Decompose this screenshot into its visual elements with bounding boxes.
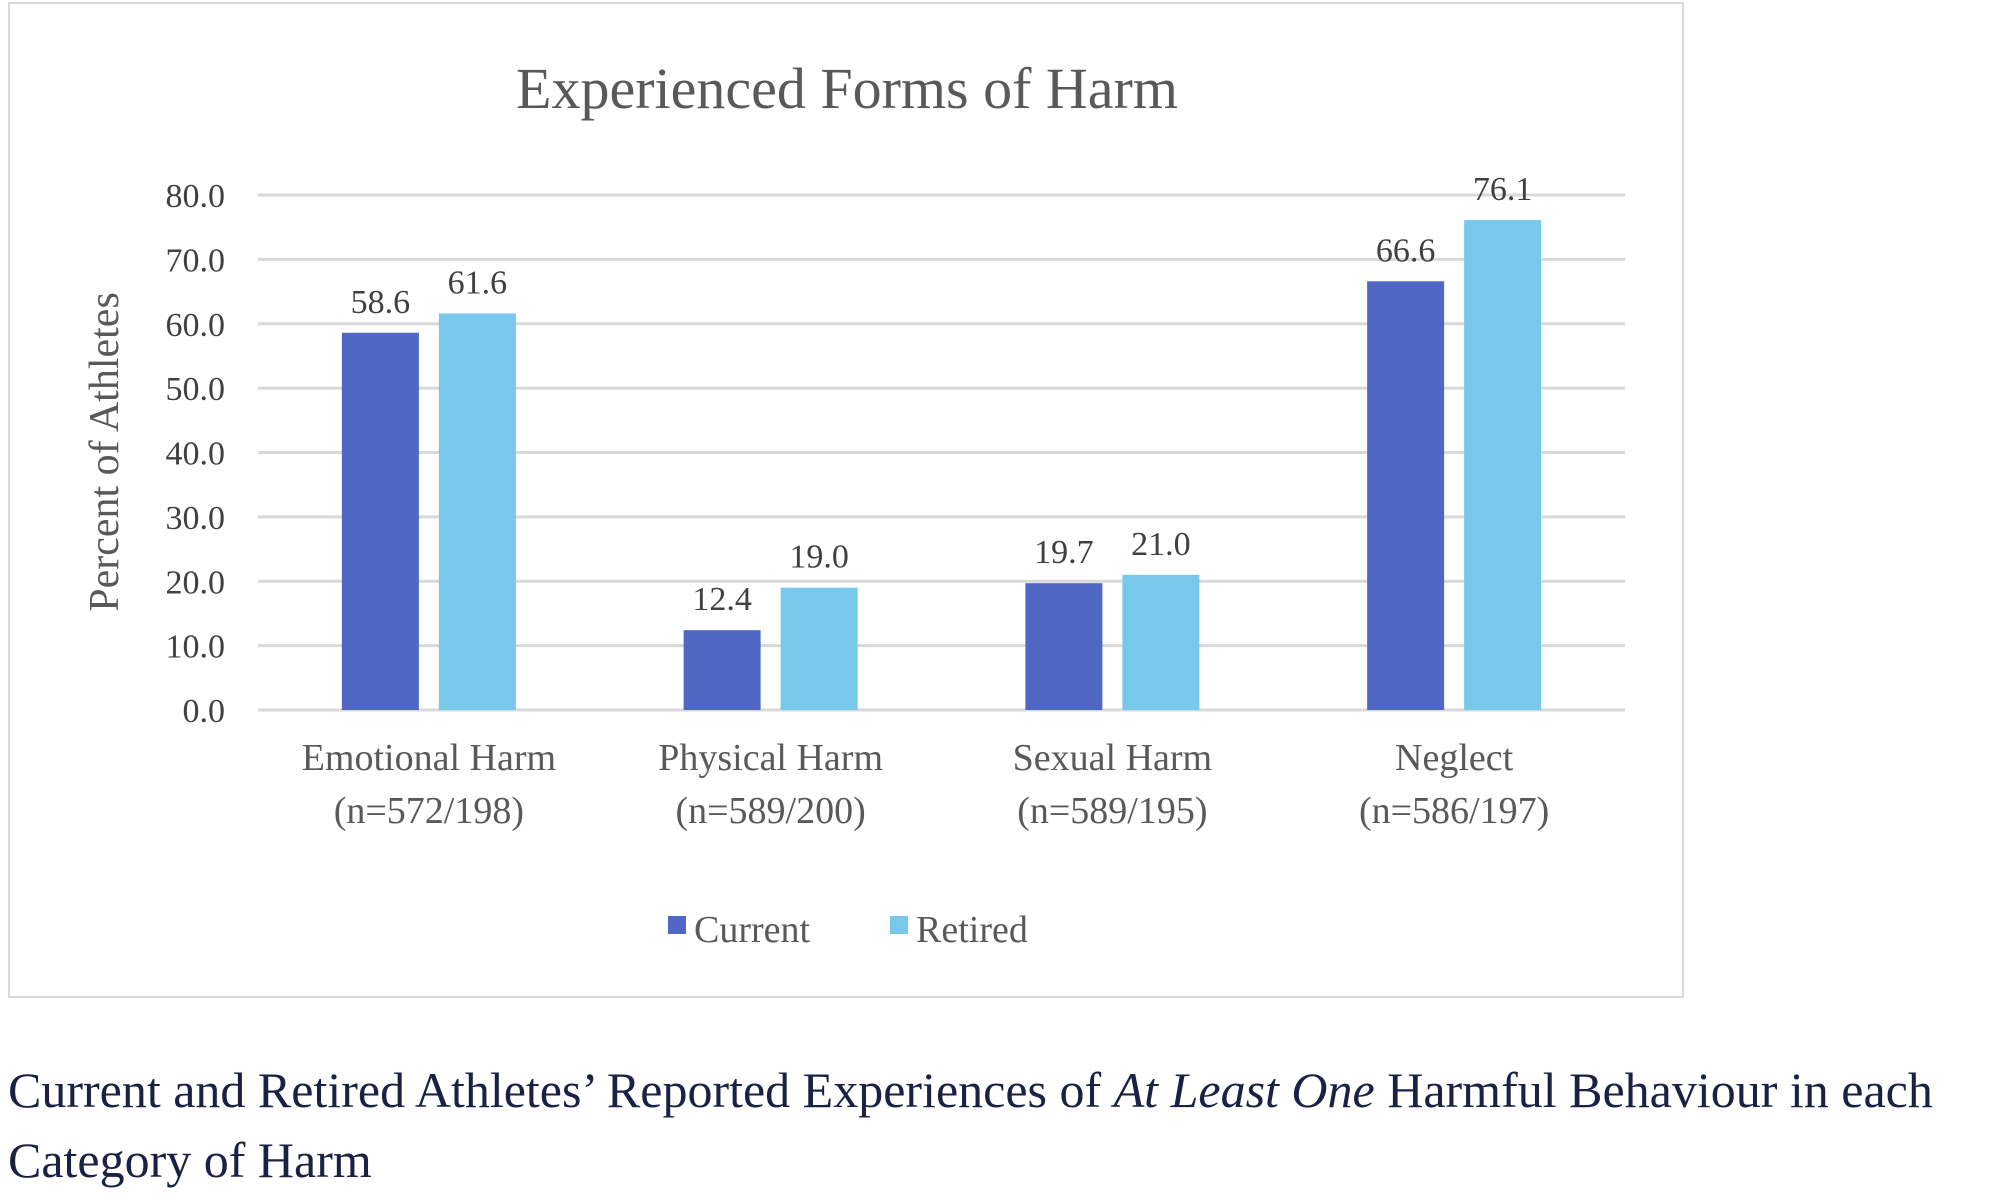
data-label: 19.0: [789, 539, 849, 576]
x-tick-label: Emotional Harm: [302, 737, 556, 779]
data-label: 58.6: [351, 284, 411, 321]
bar-current: [683, 630, 761, 710]
bar-retired: [1464, 220, 1542, 710]
bar-retired: [438, 313, 516, 710]
y-tick-label: 80.0: [166, 178, 226, 215]
x-tick-sublabel: (n=589/195): [1017, 790, 1207, 832]
data-label: 61.6: [448, 264, 508, 301]
x-tick-label: Neglect: [1395, 737, 1514, 779]
legend-swatch: [890, 916, 908, 934]
legend-label: Current: [694, 909, 811, 951]
y-tick-label: 50.0: [166, 371, 226, 408]
data-label: 19.7: [1034, 534, 1094, 571]
data-label: 21.0: [1131, 526, 1191, 563]
bar-retired: [1122, 574, 1200, 710]
data-label: 66.6: [1376, 232, 1436, 269]
x-tick-sublabel: (n=586/197): [1359, 790, 1549, 832]
y-tick-label: 10.0: [166, 629, 226, 666]
legend-swatch: [668, 916, 686, 934]
x-tick-sublabel: (n=589/200): [675, 790, 865, 832]
caption-text-start: Current and Retired Athletes’ Reported E…: [8, 1062, 1114, 1118]
x-tick-label: Sexual Harm: [1013, 737, 1212, 779]
bar-current: [1367, 281, 1445, 710]
data-label: 12.4: [692, 581, 752, 618]
bar-current: [341, 332, 419, 710]
y-tick-label: 60.0: [166, 307, 226, 344]
caption-text-end: Harmful Behaviour in each Category of Ha…: [8, 1062, 1933, 1188]
data-label: 76.1: [1473, 171, 1533, 208]
y-tick-label: 0.0: [183, 693, 226, 730]
legend-label: Retired: [916, 909, 1028, 951]
bar-chart: Experienced Forms of Harm Percent of Athl…: [82, 56, 1625, 951]
bar-retired: [780, 587, 858, 710]
y-tick-label: 20.0: [166, 564, 226, 601]
y-axis-label: Percent of Athletes: [82, 292, 128, 612]
x-tick-sublabel: (n=572/198): [334, 790, 524, 832]
y-tick-label: 40.0: [166, 436, 226, 473]
chart-title: Experienced Forms of Harm: [516, 56, 1178, 121]
bar-current: [1025, 583, 1103, 710]
y-tick-label: 70.0: [166, 242, 226, 279]
x-tick-label: Physical Harm: [658, 737, 883, 779]
figure-caption: Current and Retired Athletes’ Reported E…: [8, 1055, 1988, 1195]
y-tick-label: 30.0: [166, 500, 226, 537]
caption-emphasis: At Least One: [1113, 1062, 1375, 1118]
